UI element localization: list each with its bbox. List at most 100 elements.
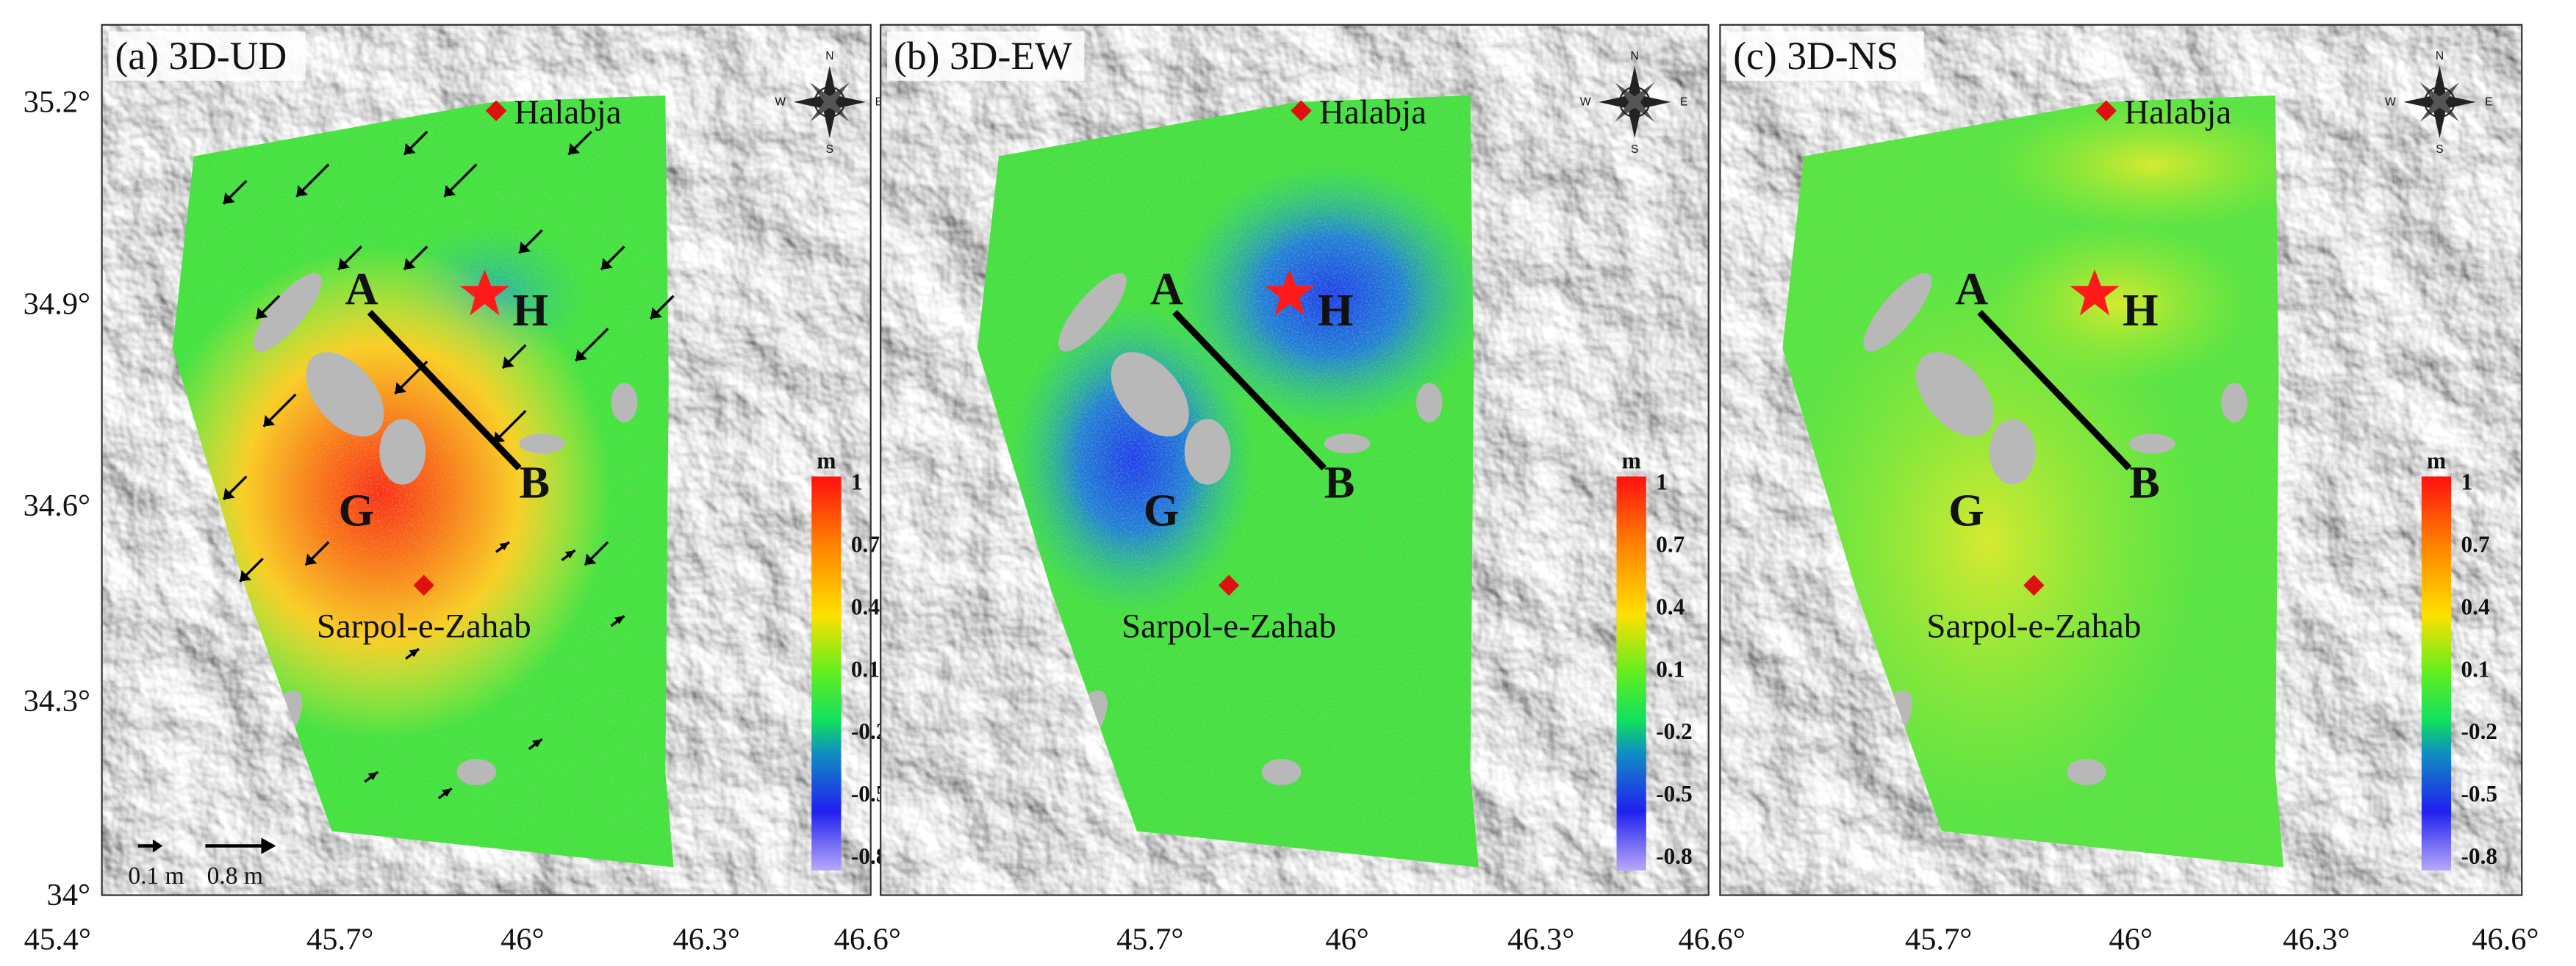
arrow-head (338, 258, 351, 270)
x-tick-label: 45.4° (24, 922, 91, 956)
x-tick-label: 46.6° (2472, 922, 2539, 956)
field-clip (1782, 95, 2284, 868)
map-panel: Halabja Sarpol-e-Zahab A B G H N S W Em1 0.7 0.4 0.1… (880, 24, 1746, 956)
arrow-head (263, 414, 276, 427)
arrow-head (601, 258, 613, 270)
profile-marker: H (2123, 284, 2159, 336)
colorbar-tick: 0.1 (2461, 656, 2490, 682)
place-marker (1218, 574, 1240, 596)
x-tick-label: 45.7° (1905, 922, 1972, 956)
colorbar-tick: 1 (851, 469, 863, 494)
y-tick-label: 34.9° (24, 286, 90, 321)
panel-label-box (887, 31, 1085, 81)
panel-frame (880, 24, 1709, 896)
compass-letter: E (1680, 95, 1687, 108)
compass: N S W E (1580, 50, 1688, 156)
panel-label-box (108, 31, 306, 81)
compass-ring (1618, 86, 1651, 118)
x-tick-label: 45.7° (1116, 922, 1183, 956)
arrow-head (568, 143, 581, 155)
y-tick-label: 34° (46, 878, 90, 912)
arrow-head (532, 739, 542, 748)
colorbar-tick: 0.1 (1656, 656, 1685, 682)
compass-letter: N (2436, 50, 2444, 62)
x-tick-label: 46.6° (834, 922, 901, 956)
compass-letter: N (825, 50, 833, 62)
compass-rose (1615, 82, 1654, 122)
colorbar (2421, 476, 2452, 871)
arrow-head (499, 541, 509, 551)
arrow-head (503, 356, 514, 369)
scale-label: 0.1 m (128, 862, 184, 890)
arrow-head (395, 382, 407, 394)
profile-marker: G (338, 485, 374, 536)
colorbar-tick: -0.8 (2461, 843, 2498, 869)
panel-content: Halabja Sarpol-e-Zahab A B G H (101, 24, 871, 895)
profile-marker: B (1324, 457, 1355, 508)
compass-ring (2424, 86, 2455, 118)
profile-marker: B (2129, 457, 2160, 508)
arrow-head (442, 788, 452, 797)
arrow-head (223, 488, 235, 500)
panel-frame (101, 24, 872, 896)
fault-line (1977, 309, 2132, 471)
place-label: Sarpol-e-Zahab (317, 608, 531, 646)
colorbar-tick: -0.5 (2461, 781, 2498, 807)
place-label: Halabja (2124, 93, 2231, 131)
place-label: Sarpol-e-Zahab (1122, 608, 1336, 646)
panel-content: Halabja Sarpol-e-Zahab A B G H (1720, 24, 2522, 895)
compass-letter: S (2436, 143, 2443, 156)
colorbar (811, 476, 842, 871)
arrow-head (223, 192, 235, 204)
arrow-head (575, 349, 587, 361)
compass-letter: E (875, 95, 883, 108)
x-tick-label: 46.6° (1679, 922, 1746, 956)
colorbar-tick: 0.7 (1656, 531, 1685, 557)
place-marker (485, 100, 507, 121)
epicenter-star (459, 269, 509, 316)
arrow-head (444, 185, 456, 197)
arrow-head (564, 550, 575, 559)
panel-content: Halabja Sarpol-e-Zahab A B G H (880, 24, 1709, 895)
panel-label-box (1726, 31, 1924, 81)
x-tick-label: 46° (501, 922, 544, 956)
profile-marker: G (1144, 485, 1180, 536)
colorbar-tick: 0.7 (851, 531, 880, 557)
x-tick-label: 45.7° (306, 922, 373, 956)
arrow-head (403, 143, 416, 155)
colorbar-unit: m (1622, 447, 1641, 473)
arrow-head (584, 553, 597, 566)
arrow-head (367, 771, 378, 781)
compass-letter: W (775, 95, 786, 108)
colorbar-tick: 0.4 (1656, 594, 1685, 619)
arrow-head (305, 553, 317, 566)
panel-frame (1719, 24, 2523, 896)
compass-letter: E (2485, 95, 2492, 108)
profile-marker: H (512, 284, 548, 336)
x-tick-label: 46° (1325, 922, 1368, 956)
profile-marker: G (1948, 485, 1984, 536)
colorbar (1616, 476, 1646, 871)
arrow-head (296, 185, 308, 197)
arrow-head (519, 241, 531, 253)
x-tick-label: 46.3° (1507, 922, 1574, 956)
panel-label: (b) 3D-EW (894, 34, 1072, 78)
deformation-field: Halabja Sarpol-e-Zahab A B G H (1782, 93, 2284, 868)
profile-marker: H (1318, 284, 1354, 336)
compass-ring (814, 86, 846, 118)
compass-rose (2419, 82, 2460, 122)
panel-label: (a) 3D-UD (115, 34, 287, 78)
field-clip (172, 95, 674, 868)
profile-marker: A (345, 263, 378, 314)
map-panel: Halabja Sarpol-e-Zahab A B G H N S W Em1 0.7 0.4 0.1… (24, 24, 901, 956)
compass-letter: W (1580, 95, 1591, 108)
map-panel: Halabja Sarpol-e-Zahab A B G H N S W Em1 0.7 0.4 0.1… (1719, 24, 2539, 956)
colorbar-tick: 0.4 (2461, 594, 2490, 619)
compass-letter: W (2385, 95, 2396, 108)
colorbar-tick: 0.7 (2461, 531, 2490, 557)
compass-rose (810, 82, 850, 122)
arrow-head (261, 837, 276, 854)
scale-label: 0.8 m (207, 862, 263, 890)
